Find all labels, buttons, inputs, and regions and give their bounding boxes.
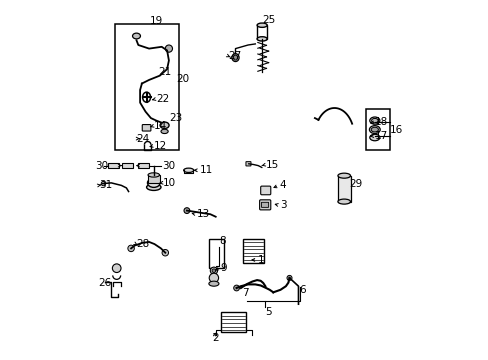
Text: 30: 30 xyxy=(162,161,175,171)
Circle shape xyxy=(210,267,217,274)
Ellipse shape xyxy=(147,179,160,188)
FancyBboxPatch shape xyxy=(261,202,268,207)
Ellipse shape xyxy=(369,117,379,124)
Text: 4: 4 xyxy=(279,180,286,190)
Text: 27: 27 xyxy=(228,51,241,61)
Bar xyxy=(221,312,246,332)
FancyBboxPatch shape xyxy=(142,125,151,131)
Circle shape xyxy=(165,45,172,52)
Circle shape xyxy=(112,264,121,273)
Ellipse shape xyxy=(337,173,350,178)
Ellipse shape xyxy=(231,54,239,62)
Text: 3: 3 xyxy=(279,200,286,210)
Bar xyxy=(122,163,133,168)
Text: 24: 24 xyxy=(136,134,149,144)
Text: 6: 6 xyxy=(299,285,305,295)
Bar xyxy=(209,239,223,268)
Text: 20: 20 xyxy=(176,74,189,84)
Ellipse shape xyxy=(370,127,378,132)
Text: 22: 22 xyxy=(156,94,169,104)
FancyBboxPatch shape xyxy=(245,162,250,166)
Ellipse shape xyxy=(161,129,168,134)
Text: 10: 10 xyxy=(163,178,176,188)
Circle shape xyxy=(209,273,218,283)
Circle shape xyxy=(212,269,215,273)
Text: 26: 26 xyxy=(99,278,112,288)
Text: 31: 31 xyxy=(99,180,112,190)
Ellipse shape xyxy=(233,55,237,60)
Text: 30: 30 xyxy=(95,161,108,171)
Text: 1: 1 xyxy=(258,255,264,265)
Ellipse shape xyxy=(132,33,140,39)
Text: 12: 12 xyxy=(153,141,167,151)
Ellipse shape xyxy=(257,37,266,41)
Text: 23: 23 xyxy=(169,113,183,123)
Circle shape xyxy=(286,275,291,280)
Text: 17: 17 xyxy=(374,131,387,141)
Ellipse shape xyxy=(337,199,350,204)
Ellipse shape xyxy=(368,126,380,134)
Text: 25: 25 xyxy=(262,15,275,25)
Text: 13: 13 xyxy=(196,209,209,219)
Text: 19: 19 xyxy=(150,16,163,26)
Circle shape xyxy=(101,181,105,186)
FancyBboxPatch shape xyxy=(259,200,270,210)
Circle shape xyxy=(162,249,168,256)
Circle shape xyxy=(127,245,134,252)
Bar xyxy=(242,239,264,263)
Ellipse shape xyxy=(369,134,379,141)
Circle shape xyxy=(233,285,239,291)
Text: 18: 18 xyxy=(374,117,387,127)
Ellipse shape xyxy=(371,118,377,123)
Text: 15: 15 xyxy=(265,160,278,170)
Bar xyxy=(115,24,179,150)
Bar xyxy=(148,175,159,183)
Text: 5: 5 xyxy=(265,307,271,317)
Bar xyxy=(337,176,350,202)
Text: 8: 8 xyxy=(219,236,225,246)
FancyBboxPatch shape xyxy=(260,186,270,195)
Ellipse shape xyxy=(160,122,169,129)
Ellipse shape xyxy=(146,184,161,190)
Bar xyxy=(257,25,266,39)
Text: 9: 9 xyxy=(220,263,226,273)
Text: 2: 2 xyxy=(212,333,218,343)
Bar xyxy=(366,109,389,150)
Text: 21: 21 xyxy=(158,67,171,77)
Text: 28: 28 xyxy=(136,239,149,249)
Bar xyxy=(108,163,119,168)
Text: 16: 16 xyxy=(389,125,403,135)
Text: 14: 14 xyxy=(153,121,167,131)
Ellipse shape xyxy=(208,281,219,286)
Text: 7: 7 xyxy=(242,288,248,298)
Text: 29: 29 xyxy=(348,179,362,189)
Ellipse shape xyxy=(148,173,159,177)
Bar xyxy=(138,163,149,168)
Circle shape xyxy=(183,208,189,213)
Ellipse shape xyxy=(183,168,193,172)
Ellipse shape xyxy=(257,23,266,27)
Text: 11: 11 xyxy=(199,165,212,175)
